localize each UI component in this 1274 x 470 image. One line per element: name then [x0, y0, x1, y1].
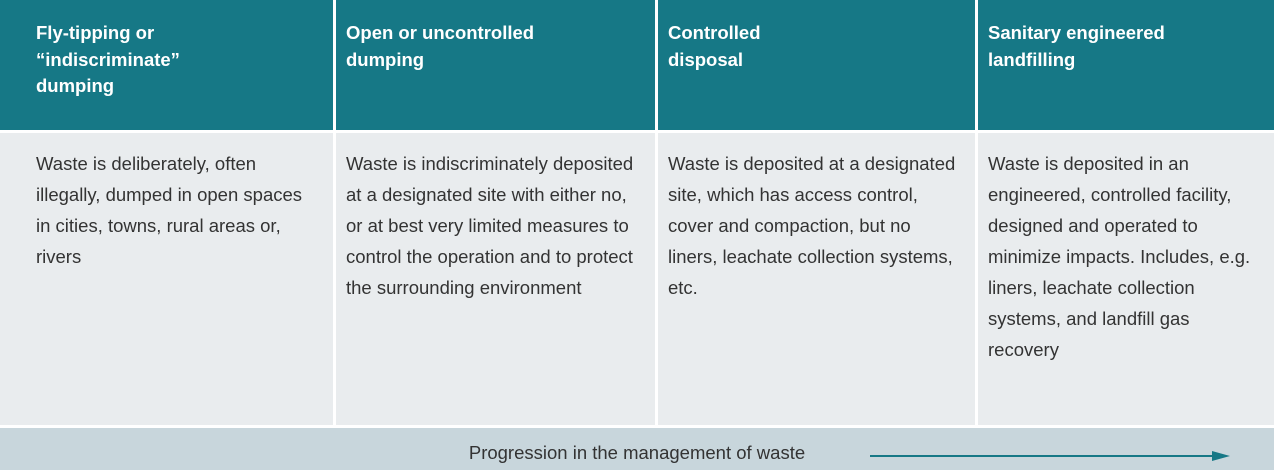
header-cell: Open or uncontrolled dumping	[336, 0, 655, 130]
header-cell: Sanitary engineered landfilling	[978, 0, 1274, 130]
body-row: Waste is deliberately, often illegally, …	[0, 133, 1274, 425]
header-row: Fly-tipping or “indiscriminate” dumping …	[0, 0, 1274, 130]
footer-text: Progression in the management of waste	[468, 442, 806, 463]
arrow	[870, 451, 1230, 461]
header-cell: Controlled disposal	[658, 0, 975, 130]
body-cell: Waste is deposited at a designated site,…	[658, 133, 975, 425]
header-cell: Fly-tipping or “indiscriminate” dumping	[0, 0, 333, 130]
body-cell: Waste is deliberately, often illegally, …	[0, 133, 333, 425]
body-cell: Waste is deposited in an engineered, con…	[978, 133, 1274, 425]
body-cell: Waste is indiscriminately deposited at a…	[336, 133, 655, 425]
footer: Progression in the management of waste	[0, 428, 1274, 470]
